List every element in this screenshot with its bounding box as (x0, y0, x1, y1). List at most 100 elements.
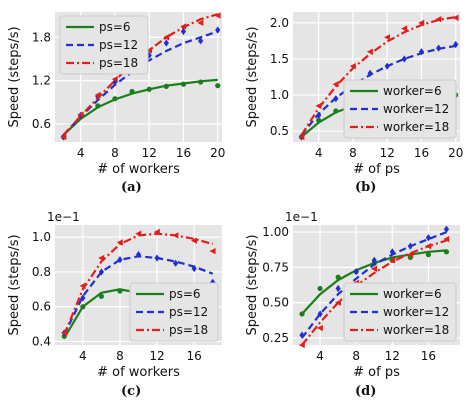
data-point (407, 251, 414, 258)
legend-label: worker=6 (383, 287, 442, 301)
data-point (215, 83, 221, 89)
y-tick-label: 0.75 (262, 260, 289, 274)
x-tick-label: 16 (176, 146, 191, 160)
data-point (98, 268, 104, 276)
legend: worker=6 worker=12 worker=18 (343, 79, 457, 139)
y-tick-label: 2.0 (270, 16, 289, 30)
data-point (215, 26, 221, 34)
legend-label: ps=12 (169, 305, 208, 319)
data-point (366, 48, 373, 55)
data-point (197, 19, 204, 27)
x-tick-label: 16 (187, 349, 202, 363)
data-point (61, 329, 68, 337)
data-point (111, 75, 118, 83)
data-point (117, 256, 123, 264)
data-point (135, 250, 142, 259)
series-fit-line (62, 13, 219, 136)
data-point (317, 310, 323, 318)
x-tick-label: 8 (111, 146, 119, 160)
y-tick-label: 0.50 (262, 296, 289, 310)
series-fit-line (300, 16, 456, 136)
data-point (353, 267, 359, 276)
data-point (298, 341, 305, 349)
series-fit-line (62, 78, 218, 136)
data-point (190, 237, 197, 244)
data-point (443, 225, 450, 233)
legend: worker=6 worker=12 worker=18 (343, 282, 457, 342)
data-point (95, 103, 101, 109)
data-point (209, 247, 216, 255)
panel-caption-a: (a) (121, 180, 142, 195)
series-worker=12 (299, 225, 450, 339)
data-point (299, 311, 305, 317)
data-point (418, 48, 425, 56)
data-point (180, 23, 187, 30)
series-fit-line (301, 239, 447, 346)
y-axis-label: Speed (steps/s) (7, 26, 22, 127)
data-point (112, 96, 118, 102)
data-point (172, 232, 179, 239)
y-tick-label: 0.25 (262, 331, 289, 345)
data-point (191, 264, 197, 273)
x-tick-label: 8 (352, 349, 360, 363)
axis-exponent-label: 1e−1 (285, 210, 318, 224)
y-tick-label: 1.8 (32, 30, 51, 44)
x-tick-label: 16 (414, 146, 429, 160)
chart-0: 4 8 12 16 20 0.6 1.2 1.8 # of workers Speed (step… (7, 12, 225, 177)
data-point (335, 284, 341, 293)
y-axis-label: Speed (steps/s) (7, 234, 22, 335)
x-tick-label: 12 (380, 146, 395, 160)
data-point (332, 81, 339, 88)
data-point (435, 44, 442, 52)
data-point (197, 37, 204, 45)
y-tick-label: 1.0 (270, 88, 289, 102)
data-point (98, 254, 105, 262)
data-point (317, 285, 323, 292)
x-axis-label: # of ps (353, 365, 400, 380)
data-point (371, 265, 378, 272)
data-point (60, 133, 67, 141)
data-point (197, 79, 204, 85)
data-point (163, 83, 169, 89)
data-point (116, 239, 123, 246)
data-point (425, 234, 432, 242)
legend-label: ps=6 (169, 287, 201, 301)
data-point (401, 25, 408, 32)
data-point (389, 248, 395, 256)
data-point (112, 78, 118, 86)
data-point (443, 249, 450, 255)
data-point (180, 81, 187, 87)
data-point (129, 88, 135, 95)
y-tick-label: 0.6 (32, 300, 51, 314)
legend-box (129, 282, 219, 342)
data-point (77, 111, 84, 118)
x-tick-label: 16 (421, 349, 436, 363)
data-point (316, 324, 323, 332)
y-tick-label: 1.0 (32, 230, 51, 244)
data-point (117, 288, 123, 294)
legend-box (343, 79, 457, 139)
data-point (80, 294, 86, 302)
y-tick-label: 1.5 (270, 52, 289, 66)
data-point (333, 108, 339, 114)
x-tick-label: 12 (149, 349, 164, 363)
x-tick-label: 20 (448, 146, 463, 160)
legend-box (59, 15, 149, 75)
x-axis-label: # of workers (97, 365, 180, 380)
y-tick-label: 0.6 (32, 117, 51, 131)
data-point (146, 86, 152, 92)
data-point (453, 40, 459, 49)
legend-label: ps=18 (169, 323, 208, 337)
data-point (316, 117, 322, 123)
legend-label: ps=12 (99, 38, 138, 52)
series-worker=18 (298, 14, 459, 141)
chart-1: 4 8 12 16 20 0.5 1.0 1.5 2.0 # of ps Speed (steps/… (245, 12, 463, 177)
legend-label: worker=12 (383, 102, 449, 116)
data-point (98, 293, 104, 299)
x-tick-label: 12 (385, 349, 400, 363)
data-point (173, 259, 179, 267)
x-tick-label: 8 (349, 146, 357, 160)
legend-label: worker=6 (383, 84, 442, 98)
